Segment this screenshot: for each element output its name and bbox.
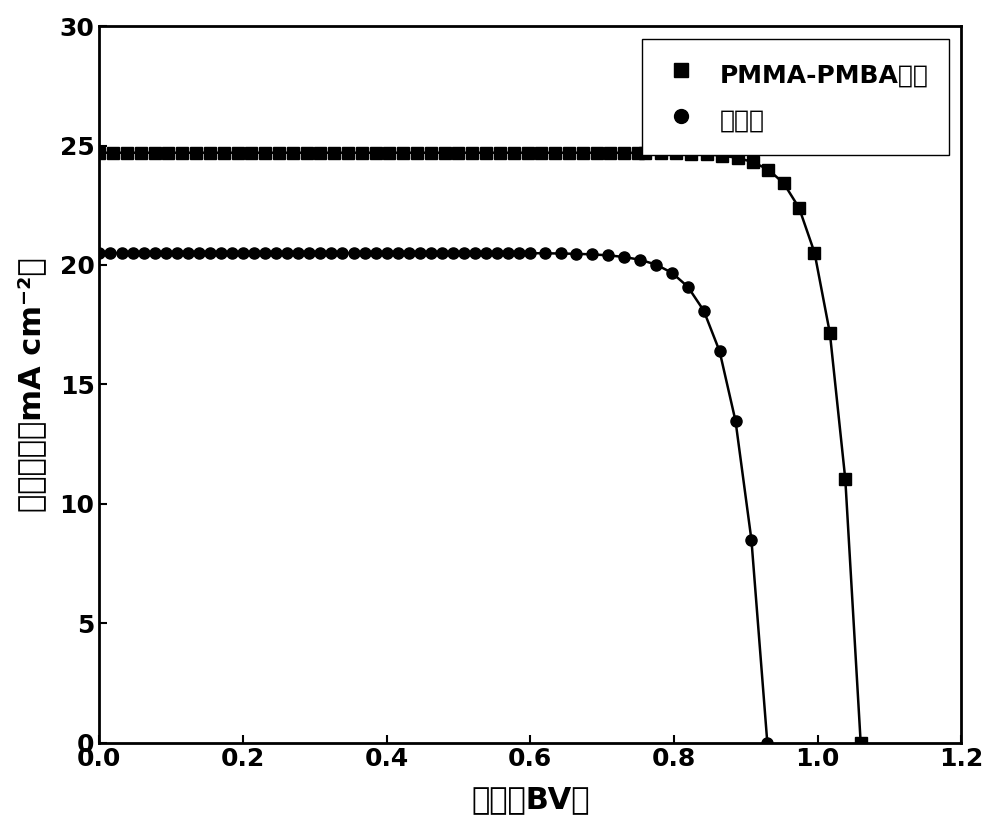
未掺杂 bbox=[237, 248, 249, 258]
Line: 未掺杂: 未掺杂 bbox=[94, 248, 773, 748]
Y-axis label: 电流密度（mA cm⁻²）: 电流密度（mA cm⁻²） bbox=[17, 257, 46, 512]
Legend: PMMA-PMBA掺杂, 未掺杂: PMMA-PMBA掺杂, 未掺杂 bbox=[642, 39, 949, 155]
PMMA-PMBA掺杂 bbox=[176, 148, 188, 158]
PMMA-PMBA掺杂 bbox=[855, 738, 867, 748]
PMMA-PMBA掺杂 bbox=[273, 148, 285, 158]
PMMA-PMBA掺杂 bbox=[370, 148, 382, 158]
PMMA-PMBA掺杂 bbox=[762, 165, 774, 175]
未掺杂 bbox=[160, 248, 172, 258]
Line: PMMA-PMBA掺杂: PMMA-PMBA掺杂 bbox=[94, 147, 866, 748]
未掺杂 bbox=[314, 248, 326, 258]
PMMA-PMBA掺杂 bbox=[93, 148, 105, 158]
X-axis label: 电压（BV）: 电压（BV） bbox=[471, 785, 590, 814]
未掺杂 bbox=[204, 248, 216, 258]
未掺杂 bbox=[745, 534, 757, 544]
未掺杂 bbox=[93, 248, 105, 258]
PMMA-PMBA掺杂 bbox=[839, 474, 851, 484]
未掺杂 bbox=[761, 738, 773, 748]
未掺杂 bbox=[666, 268, 678, 278]
PMMA-PMBA掺杂 bbox=[232, 148, 244, 158]
